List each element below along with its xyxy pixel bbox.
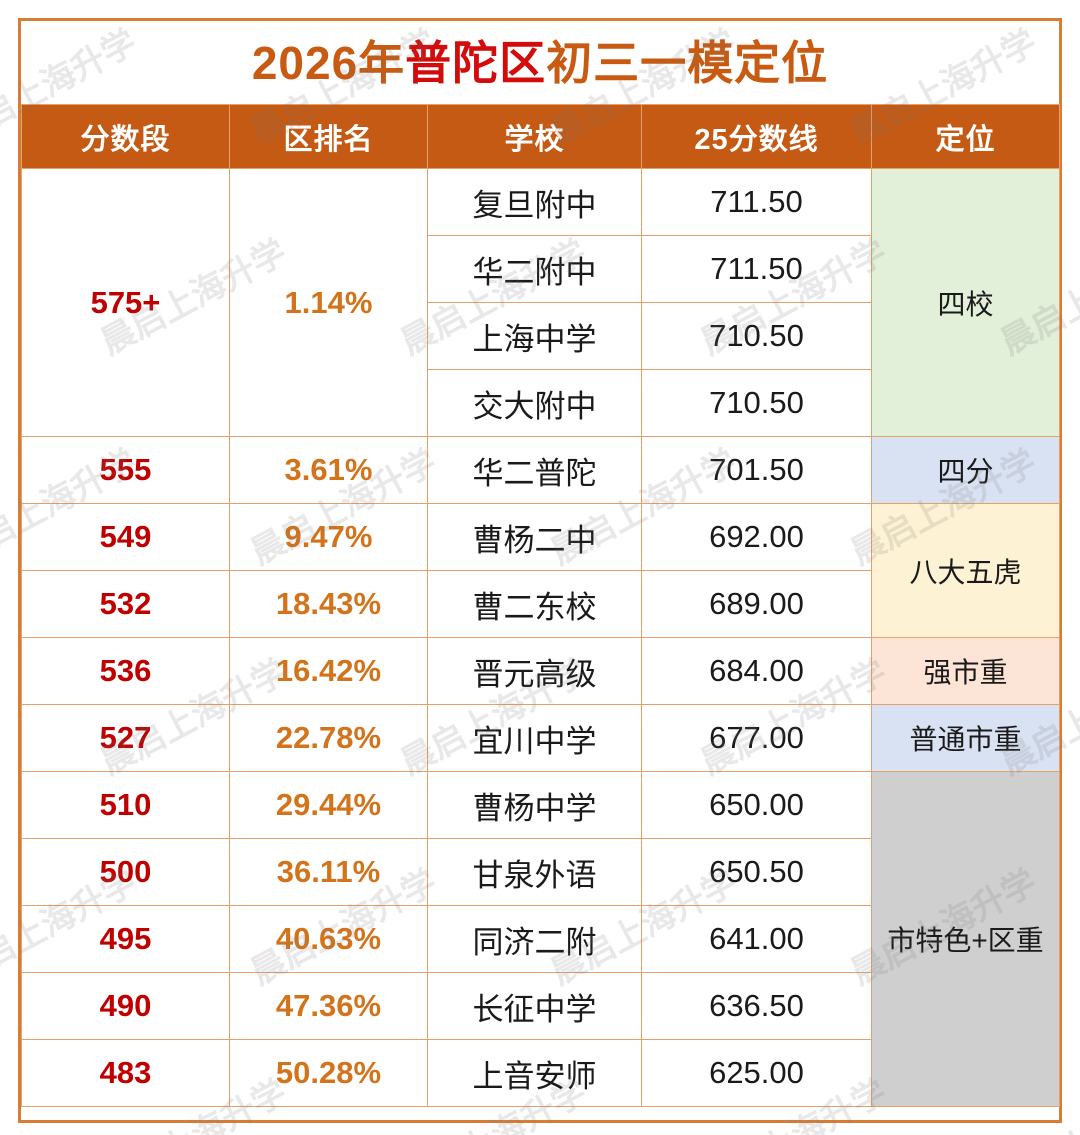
cell-score-line: 636.50: [641, 972, 872, 1040]
cell-rank: 16.42%: [229, 637, 428, 705]
cell-segment: 555: [21, 436, 230, 504]
cell-school: 华二附中: [427, 235, 642, 303]
cell-segment: 500: [21, 838, 230, 906]
cell-rank: 3.61%: [229, 436, 428, 504]
table-row: 495 40.63% 同济二附 641.00: [21, 905, 1060, 973]
cell-score-line: 650.50: [641, 838, 872, 906]
cell-school: 复旦附中: [427, 168, 642, 236]
table-row: 483 50.28% 上音安师 625.00: [21, 1039, 1060, 1107]
cell-score-line: 692.00: [641, 503, 872, 571]
cell-school: 同济二附: [427, 905, 642, 973]
table-row: 500 36.11% 甘泉外语 650.50: [21, 838, 1060, 906]
page-title-suffix: 初三一模定位: [546, 36, 829, 89]
column-header-score-line: 25分数线: [641, 104, 872, 169]
cell-rank: 18.43%: [229, 570, 428, 638]
cell-school: 华二普陀: [427, 436, 642, 504]
cell-score-line: 677.00: [641, 704, 872, 772]
table-row: 532 18.43% 曹二东校 689.00: [21, 570, 1060, 638]
table-row: 555 3.61% 华二普陀 701.50 四分: [21, 436, 1060, 504]
table-row: 交大附中 710.50: [22, 369, 1060, 437]
cell-segment: 510: [21, 771, 230, 839]
cell-segment: 549: [21, 503, 230, 571]
cell-score-line: 711.50: [641, 235, 872, 303]
table-card: 2026年 普陀区 初三一模定位 分数段 区排名 学校 25分数线 定位 575+ 1…: [18, 18, 1062, 1123]
table-row: 536 16.42% 晋元高级 684.00 强市重: [21, 637, 1060, 705]
cell-school: 曹杨中学: [427, 771, 642, 839]
cell-score-line: 711.50: [641, 168, 872, 236]
cell-rank: 40.63%: [229, 905, 428, 973]
cell-segment: 532: [21, 570, 230, 638]
cell-score-line: 689.00: [641, 570, 872, 638]
cell-school: 交大附中: [427, 369, 642, 437]
cell-school: 长征中学: [427, 972, 642, 1040]
cell-school: 上音安师: [427, 1039, 642, 1107]
column-header-segment: 分数段: [21, 104, 230, 169]
cell-rank: 36.11%: [229, 838, 428, 906]
cell-score-line: 641.00: [641, 905, 872, 973]
cell-score-line: 701.50: [641, 436, 872, 504]
positioning-table: 分数段 区排名 学校 25分数线 定位 575+ 1.14% 复旦附中 711.50 四…: [21, 104, 1060, 1107]
cell-school: 晋元高级: [427, 637, 642, 705]
cell-rank: 29.44%: [229, 771, 428, 839]
cell-score-line: 710.50: [641, 369, 872, 437]
cell-school: 曹二东校: [427, 570, 642, 638]
cell-score-line: 684.00: [641, 637, 872, 705]
cell-segment: 490: [21, 972, 230, 1040]
page-title-district: 普陀区: [405, 36, 547, 89]
cell-segment: 536: [21, 637, 230, 705]
cell-position-category: 八大五虎: [871, 503, 1060, 638]
cell-segment: 483: [21, 1039, 230, 1107]
page-title-year: 2026年: [251, 36, 406, 89]
cell-position-category: 强市重: [871, 637, 1060, 705]
cell-segment: 575+: [21, 168, 230, 437]
cell-school: 曹杨二中: [427, 503, 642, 571]
cell-position-category: 市特色+区重: [871, 771, 1060, 1107]
cell-rank: 47.36%: [229, 972, 428, 1040]
cell-position-category: 普通市重: [871, 704, 1060, 772]
column-header-school: 学校: [427, 104, 642, 169]
table-row: 549 9.47% 曹杨二中 692.00 八大五虎: [21, 503, 1060, 638]
table-row: 490 47.36% 长征中学 636.50: [21, 972, 1060, 1040]
cell-school: 甘泉外语: [427, 838, 642, 906]
table-row: 575+ 1.14% 复旦附中 711.50 四校: [21, 168, 1060, 437]
cell-position-category: 四校: [871, 168, 1060, 437]
cell-score-line: 710.50: [641, 302, 872, 370]
table-header-row: 分数段 区排名 学校 25分数线 定位: [21, 104, 1060, 169]
cell-rank: 50.28%: [229, 1039, 428, 1107]
cell-segment: 495: [21, 905, 230, 973]
column-header-rank: 区排名: [229, 104, 428, 169]
cell-score-line: 650.00: [641, 771, 872, 839]
cell-rank: 9.47%: [229, 503, 428, 571]
table-body: 575+ 1.14% 复旦附中 711.50 四校 华二附中 711.50 上海中学 710.5…: [21, 168, 1060, 1107]
table-row: 527 22.78% 宜川中学 677.00 普通市重: [21, 704, 1060, 772]
cell-rank: 22.78%: [229, 704, 428, 772]
cell-score-line: 625.00: [641, 1039, 872, 1107]
cell-position-category: 四分: [871, 436, 1060, 504]
table-row: 华二附中 711.50: [22, 235, 1060, 303]
column-header-position: 定位: [871, 104, 1060, 169]
table-row: 510 29.44% 曹杨中学 650.00 市特色+区重: [21, 771, 1060, 1107]
cell-school: 上海中学: [427, 302, 642, 370]
page-title: 2026年 普陀区 初三一模定位: [21, 21, 1059, 104]
cell-school: 宜川中学: [427, 704, 642, 772]
cell-segment: 527: [21, 704, 230, 772]
cell-rank: 1.14%: [229, 168, 428, 437]
